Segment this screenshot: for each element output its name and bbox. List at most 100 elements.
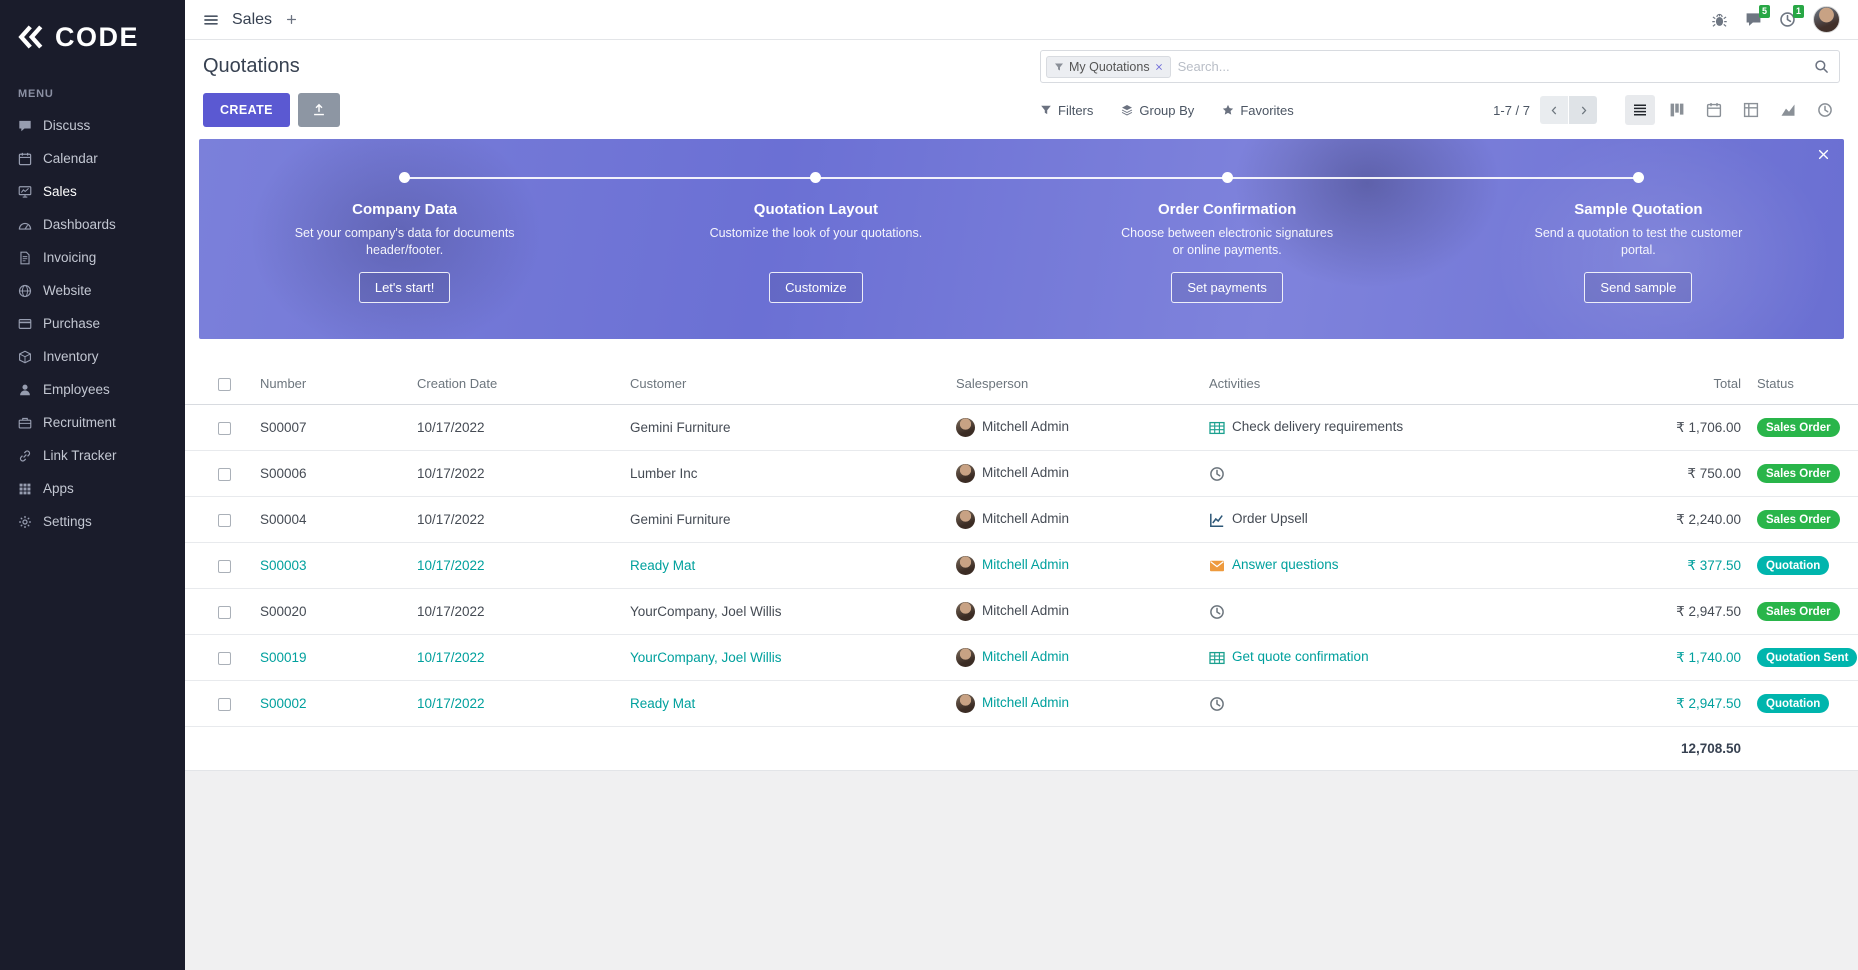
page-title: Quotations (203, 55, 300, 77)
filters-button[interactable]: Filters (1040, 103, 1093, 118)
step-button-2[interactable]: Customize (769, 272, 863, 303)
cell-activities[interactable] (1201, 588, 1519, 636)
select-all-checkbox[interactable] (218, 378, 231, 392)
sidebar-item-link-tracker[interactable]: Link Tracker (0, 439, 185, 472)
sidebar-item-calendar[interactable]: Calendar (0, 142, 185, 175)
table-row[interactable]: S00020 10/17/2022 YourCompany, Joel Willis… (185, 588, 1858, 636)
sidebar-item-label: Dashboards (43, 217, 116, 232)
column-header-total[interactable]: Total (1519, 363, 1749, 406)
remove-facet-icon[interactable] (1155, 63, 1163, 71)
view-calendar-button[interactable] (1699, 95, 1729, 125)
filter-icon (1040, 104, 1052, 116)
sidebar-item-inventory[interactable]: Inventory (0, 340, 185, 373)
sidebar-item-settings[interactable]: Settings (0, 505, 185, 538)
sidebar-item-sales[interactable]: Sales (0, 175, 185, 208)
search-bar[interactable]: My Quotations (1040, 50, 1840, 83)
status-badge: Sales Order (1757, 602, 1840, 622)
pager-next-button[interactable] (1569, 96, 1597, 124)
systray: 5 1 (1711, 5, 1840, 33)
brand-name: CODE (55, 21, 140, 52)
view-kanban-button[interactable] (1662, 95, 1692, 125)
row-select-cell (185, 588, 252, 636)
sidebar-item-discuss[interactable]: Discuss (0, 109, 185, 142)
search-facet[interactable]: My Quotations (1046, 55, 1171, 78)
sidebar-item-dashboards[interactable]: Dashboards (0, 208, 185, 241)
column-header-activities[interactable]: Activities (1201, 363, 1519, 406)
app-title[interactable]: Sales (232, 10, 273, 28)
column-header-status[interactable]: Status (1749, 363, 1858, 406)
sidebar-item-label: Discuss (43, 118, 91, 133)
cell-creation-date: 10/17/2022 (409, 496, 622, 544)
sidebar-item-invoicing[interactable]: Invoicing (0, 241, 185, 274)
groupby-button[interactable]: Group By (1121, 103, 1194, 118)
sidebar-item-website[interactable]: Website (0, 274, 185, 307)
view-activity-button[interactable] (1810, 95, 1840, 125)
activity-summary: Answer questions (1232, 557, 1339, 573)
messages-icon[interactable]: 5 (1745, 5, 1770, 28)
cell-activities[interactable] (1201, 680, 1519, 728)
bug-icon[interactable] (1711, 11, 1728, 28)
step-button-4[interactable]: Send sample (1584, 272, 1693, 303)
row-checkbox[interactable] (218, 468, 231, 481)
cell-activities[interactable]: Answer questions (1201, 542, 1519, 590)
step-button-1[interactable]: Let's start! (358, 272, 451, 303)
row-select-cell (185, 450, 252, 498)
cell-total: ₹ 2,947.50 (1519, 680, 1749, 728)
row-checkbox[interactable] (218, 652, 231, 665)
row-checkbox[interactable] (218, 514, 231, 527)
table-row[interactable]: S00006 10/17/2022 Lumber Inc Mitchell Admin… (185, 450, 1858, 498)
search-input[interactable] (1177, 59, 1807, 74)
cell-activities[interactable]: Order Upsell (1201, 496, 1519, 544)
view-list-button[interactable] (1625, 95, 1655, 125)
column-header-customer[interactable]: Customer (622, 363, 948, 406)
table-row[interactable]: S00004 10/17/2022 Gemini Furniture Mitchell… (185, 496, 1858, 544)
cell-creation-date: 10/17/2022 (409, 404, 622, 452)
add-tab-icon[interactable] (285, 13, 298, 26)
activities-icon[interactable]: 1 (1779, 5, 1804, 28)
step-button-3[interactable]: Set payments (1171, 272, 1283, 303)
step-dot (1221, 172, 1233, 183)
cell-activities[interactable]: Get quote confirmation (1201, 634, 1519, 682)
step-dot (810, 172, 822, 183)
sidebar-item-recruitment[interactable]: Recruitment (0, 406, 185, 439)
brand-logo[interactable]: CODE (0, 0, 185, 74)
cell-number: S00003 (252, 542, 409, 590)
column-header-creation-date[interactable]: Creation Date (409, 363, 622, 406)
search-icon[interactable] (1814, 59, 1829, 74)
cell-activities[interactable] (1201, 450, 1519, 498)
cell-activities[interactable]: Check delivery requirements (1201, 404, 1519, 452)
cell-number: S00002 (252, 680, 409, 728)
view-graph-button[interactable] (1773, 95, 1803, 125)
activity-mail-icon (1209, 558, 1225, 574)
sidebar-item-employees[interactable]: Employees (0, 373, 185, 406)
upload-button[interactable] (297, 93, 340, 127)
pager-previous-button[interactable] (1540, 96, 1568, 124)
table-row[interactable]: S00019 10/17/2022 YourCompany, Joel Willis… (185, 634, 1858, 682)
column-header-number[interactable]: Number (252, 363, 409, 406)
sidebar-item-purchase[interactable]: Purchase (0, 307, 185, 340)
banner-close-icon[interactable] (1817, 148, 1830, 161)
cell-status: Sales Order (1749, 496, 1858, 544)
sidebar-item-apps[interactable]: Apps (0, 472, 185, 505)
user-avatar[interactable] (1813, 6, 1840, 33)
favorites-button[interactable]: Favorites (1222, 103, 1294, 118)
activity-chart-icon (1209, 512, 1225, 528)
sidebar-item-label: Calendar (43, 151, 98, 166)
column-header-salesperson[interactable]: Salesperson (948, 363, 1201, 406)
view-pivot-button[interactable] (1736, 95, 1766, 125)
cell-status: Sales Order (1749, 404, 1858, 452)
create-button[interactable]: CREATE (203, 93, 290, 127)
cell-number: S00020 (252, 588, 409, 636)
brand-logo-icon (16, 22, 46, 52)
menu-toggle-icon[interactable] (203, 12, 219, 28)
row-checkbox[interactable] (218, 698, 231, 711)
row-checkbox[interactable] (218, 606, 231, 619)
status-badge: Sales Order (1757, 510, 1840, 530)
table-row[interactable]: S00002 10/17/2022 Ready Mat Mitchell Admin ₹… (185, 680, 1858, 728)
table-row[interactable]: S00007 10/17/2022 Gemini Furniture Mitchell… (185, 404, 1858, 452)
row-checkbox[interactable] (218, 560, 231, 573)
table-row[interactable]: S00003 10/17/2022 Ready Mat Mitchell Admin A… (185, 542, 1858, 590)
row-checkbox[interactable] (218, 422, 231, 435)
quotations-list: Number Creation Date Customer Salesperso… (185, 339, 1858, 772)
